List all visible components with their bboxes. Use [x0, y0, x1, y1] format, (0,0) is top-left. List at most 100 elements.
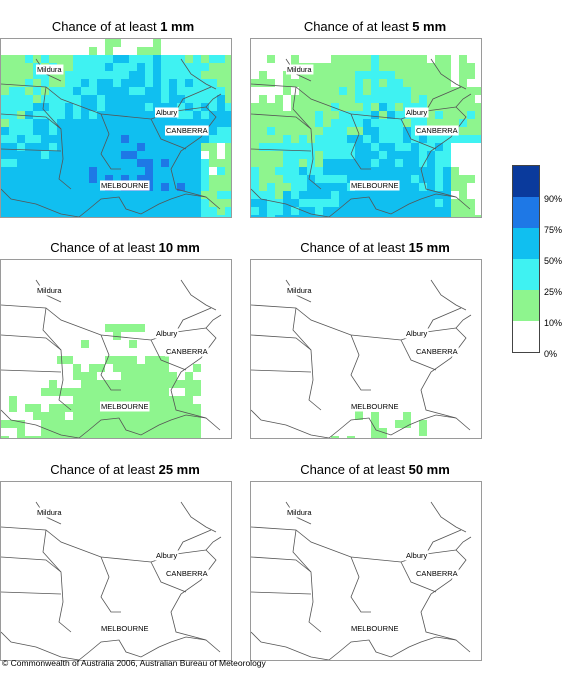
raster-cell: [17, 87, 25, 95]
raster-cell: [121, 103, 129, 111]
raster-cell: [347, 95, 355, 103]
raster-cell: [475, 119, 481, 127]
raster-cell: [403, 135, 411, 143]
raster-cell: [201, 159, 209, 167]
raster-cell: [153, 436, 161, 438]
raster-cell: [17, 95, 25, 103]
city-label-canberra: CANBERRA: [416, 347, 458, 356]
raster-cell: [275, 119, 283, 127]
raster-cell: [121, 151, 129, 159]
raster-cell: [177, 71, 185, 79]
boundary-line: [292, 86, 322, 190]
raster-cell: [355, 87, 363, 95]
raster-cell: [65, 388, 73, 396]
raster-cell: [65, 71, 73, 79]
raster-cell: [299, 143, 307, 151]
raster-cell: [105, 191, 113, 199]
raster-cell: [41, 215, 49, 217]
boundary-line: [100, 556, 121, 613]
raster-cell: [307, 159, 315, 167]
raster-cell: [411, 183, 419, 191]
boundary-line: [1, 148, 62, 152]
raster-cell: [251, 159, 259, 167]
panel-title-prefix: Chance of at least: [50, 240, 159, 255]
raster-cell: [105, 119, 113, 127]
city-label-halo: [100, 401, 150, 412]
raster-cell: [363, 167, 371, 175]
raster-cell: [81, 127, 89, 135]
raster-cell: [331, 183, 339, 191]
boundary-line: [251, 188, 330, 217]
raster-cell: [225, 159, 231, 167]
raster-cell: [161, 436, 169, 438]
city-label-halo: [405, 550, 429, 561]
raster-cell: [17, 143, 25, 151]
raster-cell: [435, 143, 443, 151]
raster-cell: [137, 175, 145, 183]
raster-cell: [209, 207, 217, 215]
raster-cell: [145, 79, 153, 87]
raster-cell: [193, 199, 201, 207]
raster-cell: [201, 215, 209, 217]
boundary-line: [42, 529, 72, 633]
raster-cell: [129, 111, 137, 119]
raster-cell: [1, 119, 9, 127]
raster-cell: [81, 87, 89, 95]
raster-cell: [49, 436, 57, 438]
raster-cell: [129, 135, 137, 143]
raster-cell: [185, 191, 193, 199]
raster-cell: [49, 55, 57, 63]
raster-cell: [331, 55, 339, 63]
raster-cell: [217, 103, 225, 111]
raster-cell: [419, 183, 427, 191]
raster-cell: [145, 167, 153, 175]
raster-cell: [1, 135, 9, 143]
raster-cell: [169, 175, 177, 183]
city-label-halo: [286, 285, 314, 296]
raster-cell: [427, 63, 435, 71]
raster-cell: [121, 175, 129, 183]
raster-cell: [291, 175, 299, 183]
raster-cell: [137, 412, 145, 420]
raster-cell: [185, 183, 193, 191]
raster-cell: [467, 135, 475, 143]
raster-cell: [81, 111, 89, 119]
raster-cell: [185, 159, 193, 167]
raster-cell: [105, 380, 113, 388]
raster-cell: [225, 71, 231, 79]
raster-cell: [105, 215, 113, 217]
raster-cell: [315, 63, 323, 71]
raster-cell: [161, 420, 169, 428]
raster-cell: [65, 207, 73, 215]
raster-cell: [299, 183, 307, 191]
raster-cell: [323, 191, 331, 199]
raster-cell: [25, 191, 33, 199]
raster-cell: [145, 71, 153, 79]
raster-cell: [89, 364, 97, 372]
raster-cell: [121, 420, 129, 428]
raster-cell: [49, 404, 57, 412]
raster-cell: [209, 215, 217, 217]
raster-cell: [275, 215, 283, 217]
raster-cell: [33, 183, 41, 191]
raster-cell: [379, 143, 387, 151]
panel-title: Chance of at least 25 mm: [0, 461, 250, 479]
raster-cell: [153, 404, 161, 412]
raster-cell: [49, 380, 57, 388]
city-label-canberra: CANBERRA: [416, 126, 458, 135]
boundary-line: [205, 314, 222, 329]
boundary-line: [100, 113, 121, 170]
boundary-line: [42, 307, 72, 411]
raster-cell: [57, 412, 65, 420]
raster-cell: [129, 119, 137, 127]
raster-cell: [371, 119, 379, 127]
raster-cell: [267, 119, 275, 127]
raster-cell: [161, 119, 169, 127]
raster-cell: [161, 183, 169, 191]
raster-cell: [403, 183, 411, 191]
raster-cell: [105, 79, 113, 87]
raster-cell: [395, 151, 403, 159]
rainfall-raster: [251, 55, 481, 217]
raster-cell: [419, 207, 427, 215]
city-label-melbourne: MELBOURNE: [101, 181, 149, 190]
